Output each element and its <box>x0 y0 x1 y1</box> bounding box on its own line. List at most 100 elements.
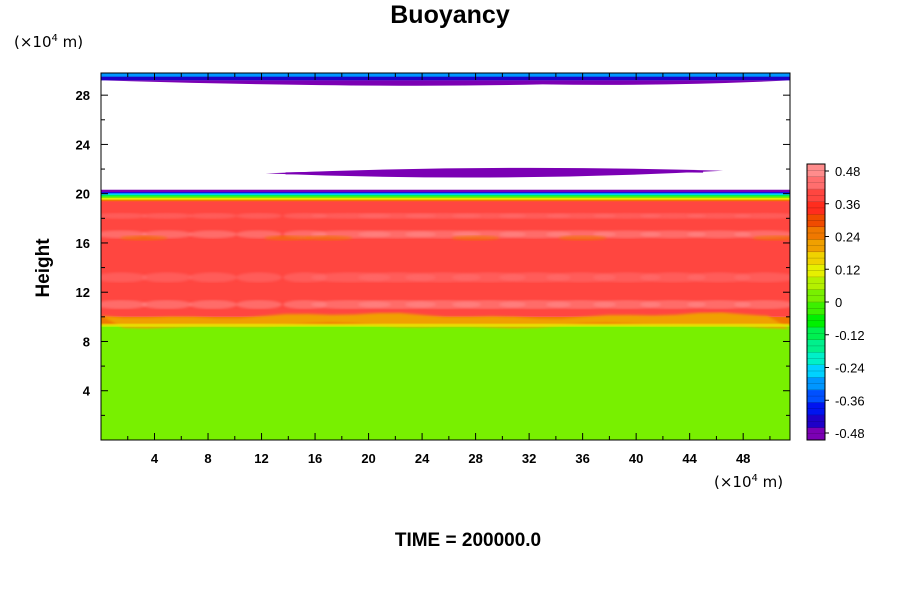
colorbar-label: -0.48 <box>835 426 865 441</box>
red-patch <box>640 230 706 239</box>
x-tick-label: 40 <box>629 451 643 466</box>
top-band-upper <box>101 73 790 77</box>
x-tick-label: 44 <box>682 451 697 466</box>
y-tick-label: 8 <box>83 334 90 349</box>
colorbar-label: 0.24 <box>835 230 860 245</box>
x-tick-label: 28 <box>468 451 482 466</box>
red-patch <box>283 300 327 310</box>
red-patch <box>236 230 282 239</box>
buoyancy-field <box>101 73 790 440</box>
red-patch <box>101 300 147 310</box>
orange-streak <box>451 235 500 241</box>
y-tick-label: 20 <box>76 187 90 202</box>
y-tick-label: 16 <box>76 236 90 251</box>
lens-core <box>285 169 704 175</box>
plot-frame <box>100 72 791 441</box>
colorbar-segment <box>807 402 825 416</box>
colorbar-segment <box>807 201 825 215</box>
x-unit-suffix: m) <box>757 473 784 491</box>
layer-middle <box>101 202 790 317</box>
x-tick-label: 12 <box>254 451 268 466</box>
red-patch <box>142 272 192 283</box>
colorbar-label: -0.36 <box>835 393 865 408</box>
transition-band <box>101 197 790 200</box>
red-patch <box>734 212 790 219</box>
red-patch <box>189 272 237 283</box>
transition-band <box>101 191 790 194</box>
x-tick-label: 16 <box>308 451 322 466</box>
orange-streak <box>558 235 607 241</box>
red-patch <box>734 300 790 310</box>
x-tick-label: 24 <box>415 451 430 466</box>
red-patch <box>283 272 327 283</box>
transition-band <box>101 194 790 197</box>
colorbar-segment <box>807 427 825 441</box>
orange-streak <box>119 235 168 241</box>
colorbar-segment <box>807 164 825 177</box>
orange-streak <box>304 235 353 241</box>
interface-yellow <box>101 323 790 327</box>
y-unit-suffix: m) <box>57 33 84 51</box>
red-patch <box>687 212 751 219</box>
x-tick-label: 32 <box>522 451 536 466</box>
top-band-lower <box>101 80 790 86</box>
y-tick-label: 28 <box>76 88 90 103</box>
red-patch <box>142 212 192 219</box>
y-unit-exp: 4 <box>51 33 58 44</box>
colorbar-segment <box>807 289 825 303</box>
colorbar-label: -0.12 <box>835 328 865 343</box>
colorbar-segment <box>807 264 825 278</box>
colorbar-label: 0.12 <box>835 262 860 277</box>
x-tick-label: 48 <box>736 451 750 466</box>
red-patch <box>640 300 706 310</box>
red-patch <box>593 272 661 283</box>
transition-band <box>101 199 790 202</box>
transition-band <box>101 192 790 195</box>
red-patch <box>101 212 147 219</box>
red-patch <box>236 300 282 310</box>
x-axis-unit: (×104 m) <box>714 473 783 491</box>
time-label: TIME = 200000.0 <box>394 530 542 551</box>
chart-title: Buoyancy <box>390 1 510 29</box>
red-patch <box>283 212 327 219</box>
red-patch <box>101 272 147 283</box>
colorbar-label: 0 <box>835 295 842 310</box>
colorbar-segment <box>807 189 825 202</box>
red-patch <box>734 272 790 283</box>
colorbar-label: -0.24 <box>835 361 865 376</box>
red-patch <box>593 212 661 219</box>
red-patch <box>687 300 751 310</box>
x-unit-exp: 4 <box>751 473 758 484</box>
colorbar-segment <box>807 226 825 240</box>
red-patch <box>189 230 237 239</box>
red-patch <box>593 230 661 239</box>
red-patch <box>687 230 751 239</box>
y-tick-label: 4 <box>83 384 91 399</box>
y-unit-prefix: (×10 <box>14 33 52 51</box>
colorbar-segment <box>807 377 825 391</box>
layer-lower <box>101 325 790 440</box>
transition-band <box>101 195 790 199</box>
red-patch <box>236 212 282 219</box>
y-tick-label: 24 <box>76 137 91 152</box>
x-tick-label: 36 <box>575 451 589 466</box>
red-patch <box>189 300 237 310</box>
x-tick-label: 20 <box>361 451 375 466</box>
x-tick-label: 4 <box>151 451 159 466</box>
orange-streak <box>264 235 313 241</box>
red-patch <box>189 212 237 219</box>
red-patch <box>640 272 706 283</box>
red-patch <box>687 272 751 283</box>
colorbar-segment <box>807 214 825 228</box>
red-patch <box>640 212 706 219</box>
y-tick-label: 12 <box>76 285 90 300</box>
y-axis-unit: (×104 m) <box>14 33 83 51</box>
x-tick-label: 8 <box>204 451 211 466</box>
upper-edge-line <box>101 189 790 193</box>
orange-streak <box>752 235 790 241</box>
red-patch <box>142 300 192 310</box>
colorbar-label: 0.36 <box>835 197 860 212</box>
colorbar: 0.48 0.36 0.24 0.12 0 -0.12 -0.24 -0.36 -0.48 <box>806 163 865 441</box>
